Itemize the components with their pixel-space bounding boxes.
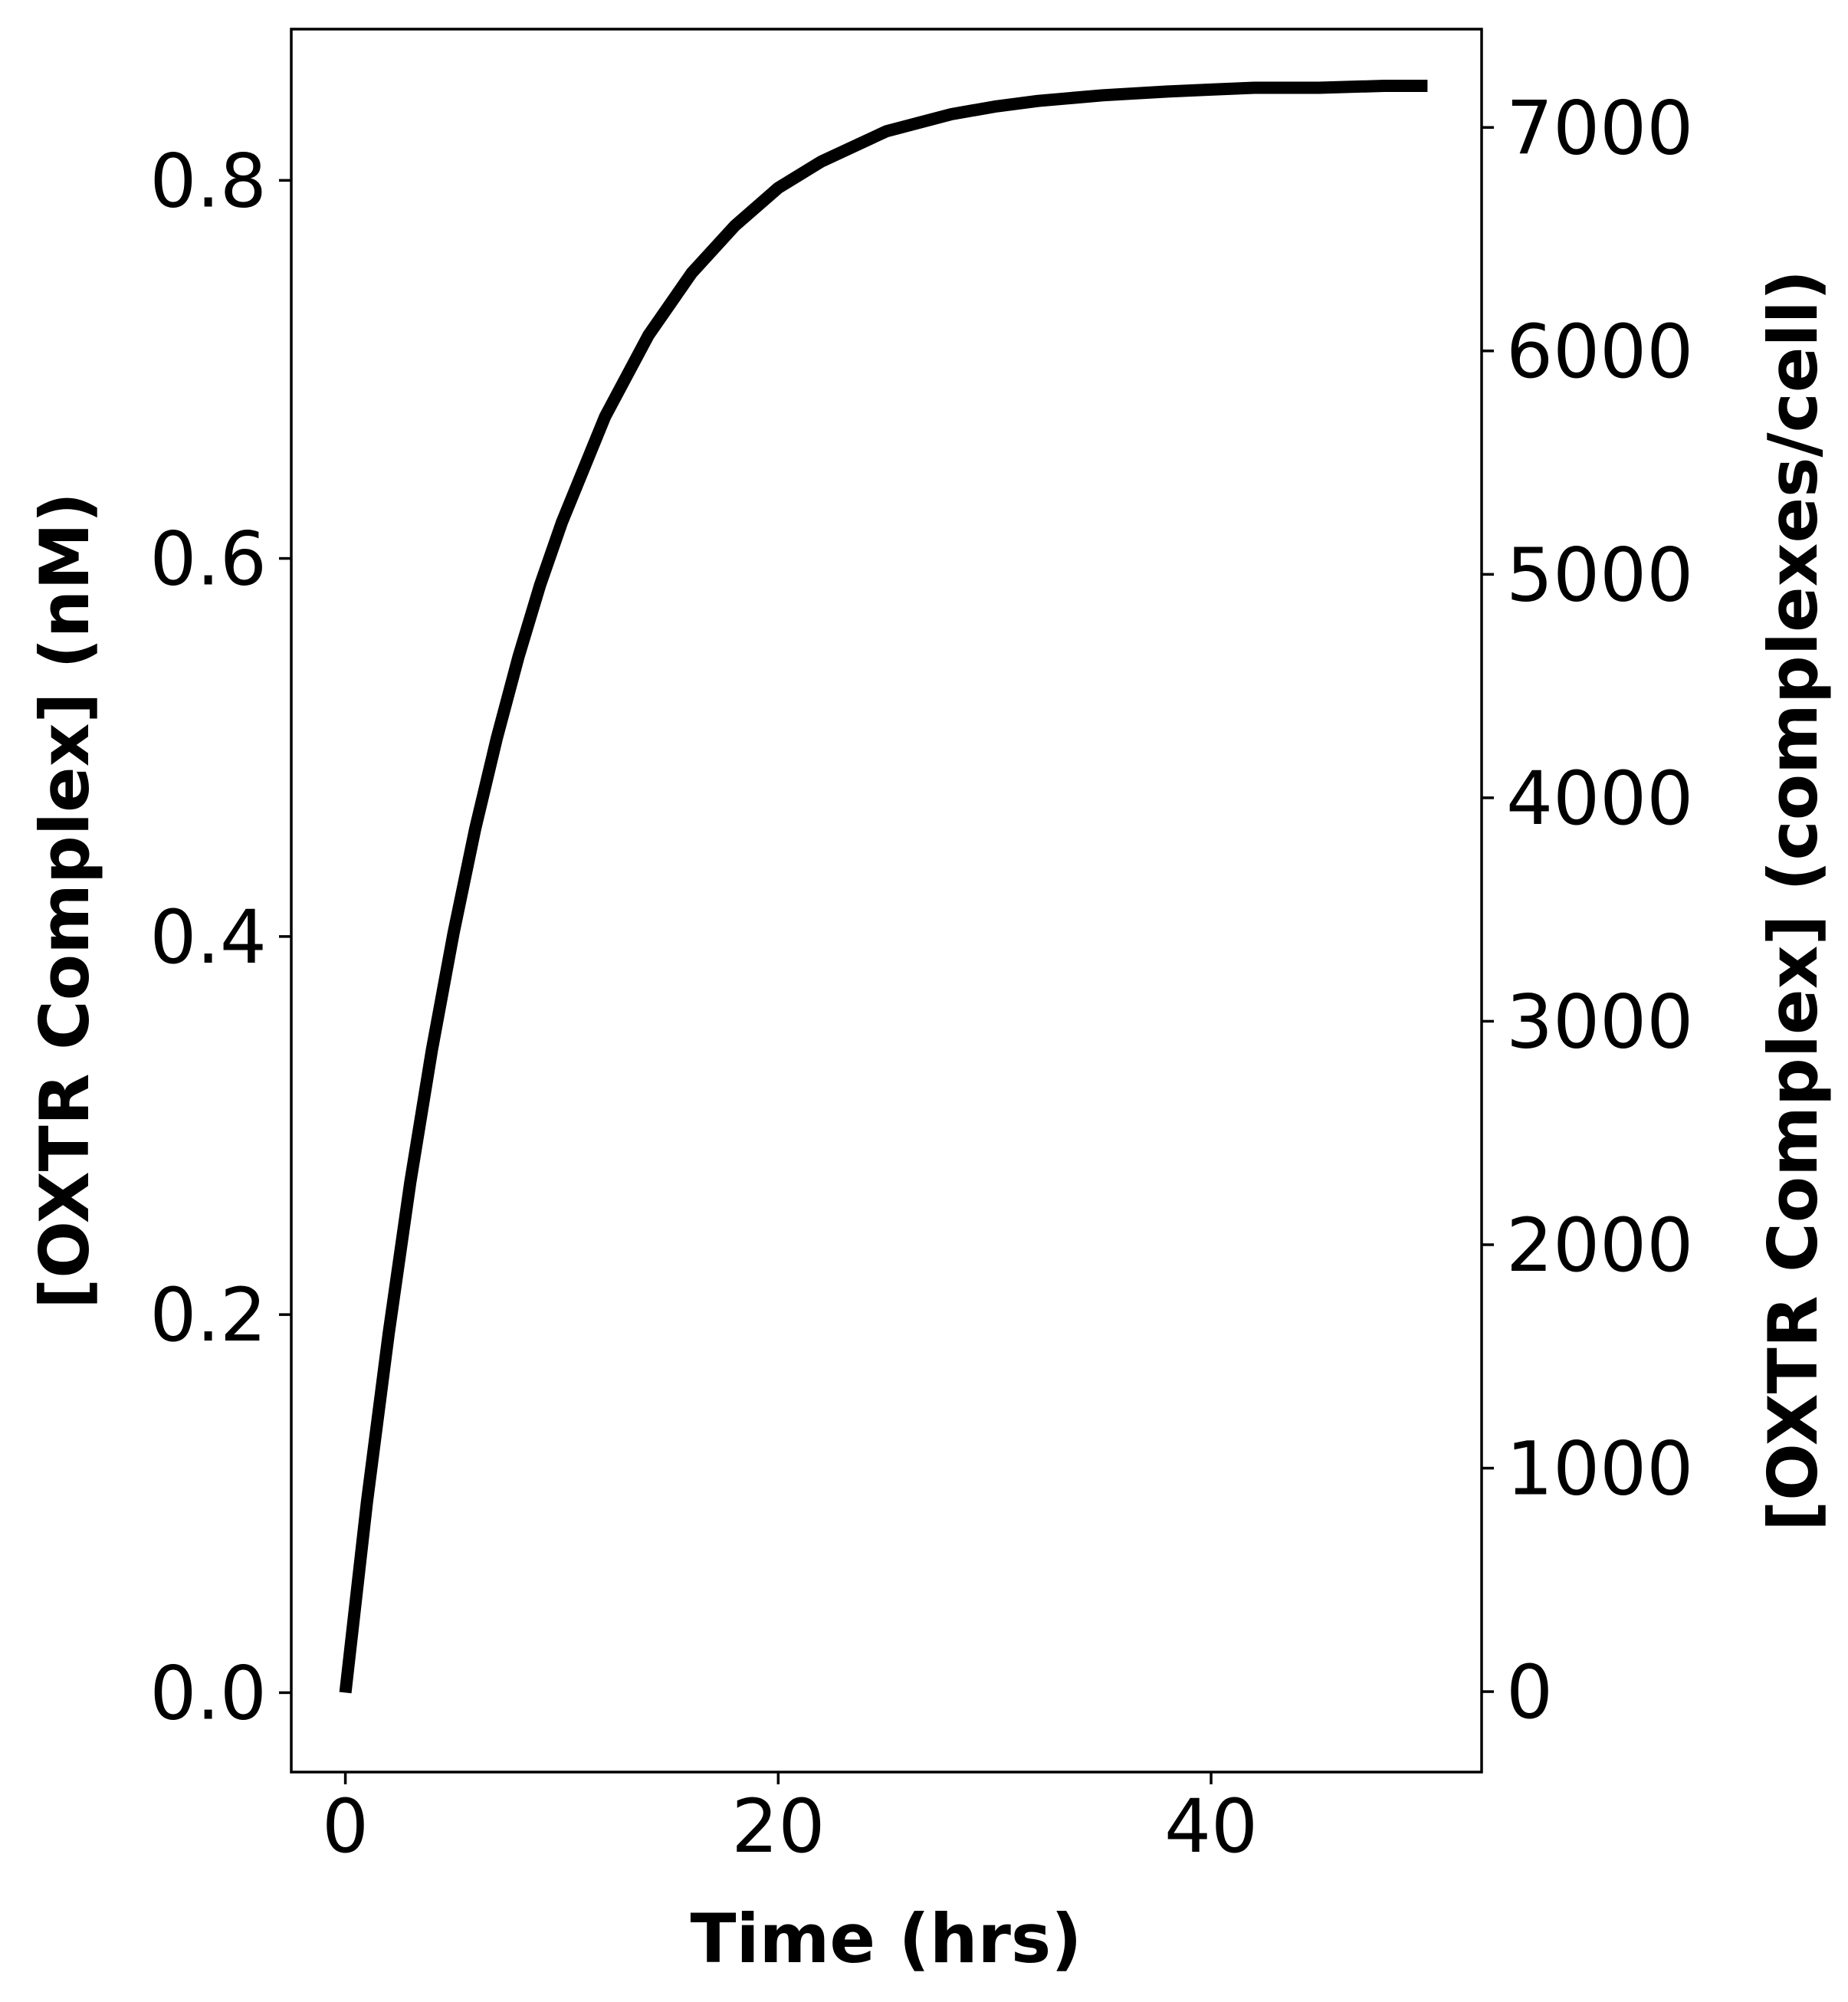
y-right-tick-label: 1000 xyxy=(1506,1426,1693,1512)
series-group xyxy=(339,80,1428,1694)
y-right-tick-label: 2000 xyxy=(1506,1203,1693,1288)
x-axis-ticks: 0 20 40 xyxy=(322,1772,1258,1869)
x-tick-label: 40 xyxy=(1164,1784,1258,1869)
y-tick-label: 0.8 xyxy=(149,138,267,224)
series-line xyxy=(339,80,1428,1694)
y-tick-label: 0.0 xyxy=(149,1650,267,1736)
x-tick-label: 0 xyxy=(322,1784,369,1869)
y-right-tick-label: 4000 xyxy=(1506,756,1693,842)
x-tick-label: 20 xyxy=(731,1784,825,1869)
y-right-tick-label: 7000 xyxy=(1506,85,1693,171)
y-right-tick-label: 0 xyxy=(1506,1649,1553,1735)
y-axis-right-ticks: 0 1000 2000 3000 4000 5000 6000 7000 xyxy=(1482,85,1693,1735)
y-tick-label: 0.4 xyxy=(149,894,267,980)
plot-area xyxy=(290,28,1483,1774)
y-right-tick-label: 6000 xyxy=(1506,309,1693,395)
y-tick-label: 0.6 xyxy=(149,517,267,602)
y-tick-label: 0.2 xyxy=(149,1272,267,1358)
x-axis-title: Time (hrs) xyxy=(690,1899,1082,1978)
y-right-tick-label: 3000 xyxy=(1506,979,1693,1065)
y-axis-left-ticks: 0.0 0.2 0.4 0.6 0.8 xyxy=(149,138,291,1736)
y-axis-right-title: [OXTR Complex] (complexes/cell) xyxy=(1754,270,1833,1531)
y-axis-left-title: [OXTR Complex] (nM) xyxy=(25,492,104,1309)
y-right-tick-label: 5000 xyxy=(1506,532,1693,618)
